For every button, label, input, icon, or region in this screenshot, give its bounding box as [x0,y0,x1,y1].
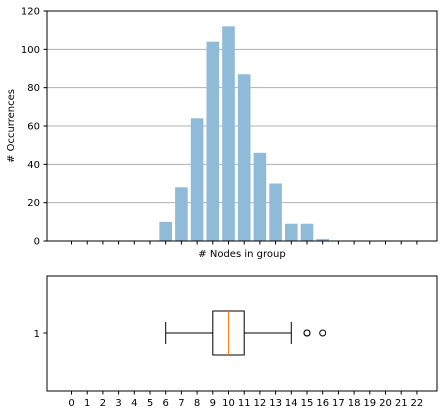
box-shapes [165,310,327,356]
box-x-tick-label: 4 [131,398,137,409]
bar-y-tick-label: 60 [27,122,40,133]
box-x-tick-label: 1 [84,398,90,409]
bar [285,223,298,241]
bar-y-tick-label: 100 [21,45,40,56]
box-x-ticks: 0 1 2 3 4 5 6 7 8 9 10 11 12 13 14 15 16 17 18 19 20 21 22 [68,391,423,409]
bar [300,223,314,241]
box-x-tick-label: 8 [194,398,200,409]
box-x-tick-label: 22 [411,398,424,409]
box-x-tick-label: 12 [254,398,267,409]
box-x-tick-label: 18 [348,398,361,409]
box-plot: 0 1 2 3 4 5 6 7 8 9 10 11 12 13 14 15 16 17 18 19 20 21 22 1 [34,275,438,409]
bar [237,74,251,241]
box-x-tick-label: 5 [147,398,153,409]
box-outlier [303,329,311,337]
box-x-tick-label: 16 [316,398,329,409]
box-x-tick-label: 14 [285,398,298,409]
bar-y-ticks: 0 20 40 60 80 100 120 [21,7,47,248]
box-x-tick-label: 9 [210,398,216,409]
bar-x-ticks [71,241,418,245]
bars [159,26,329,242]
bar [253,152,267,241]
box-x-tick-label: 15 [301,398,314,409]
bar [222,26,235,242]
bar [206,41,220,241]
bar [269,183,282,241]
bar-y-axis-label: # Occurrences [6,89,17,163]
bar-y-tick-label: 120 [21,7,40,18]
box-x-tick-label: 0 [68,398,74,409]
box-x-tick-label: 6 [163,398,169,409]
bar [159,221,172,241]
bar-y-tick-label: 0 [34,237,40,248]
box-x-tick-label: 3 [115,398,121,409]
bar-x-axis-label: # Nodes in group [198,249,285,260]
bar [175,187,188,241]
box-plot-frame [46,275,438,392]
bar-y-tick-label: 40 [27,160,40,171]
bar [316,239,329,241]
box-y-tick-label: 1 [34,329,40,340]
box-x-tick-label: 19 [363,398,376,409]
box-x-tick-label: 21 [395,398,408,409]
box-x-tick-label: 2 [100,398,106,409]
box-x-tick-label: 7 [178,398,184,409]
bar-y-tick-label: 20 [27,198,40,209]
bar-y-tick-label: 80 [27,83,40,94]
box-x-tick-label: 20 [379,398,392,409]
box-x-tick-label: 11 [238,398,251,409]
box-x-tick-label: 13 [269,398,282,409]
bar-chart: 0 20 40 60 80 100 120 # Nodes in group # Occur… [6,7,438,260]
bar [190,118,204,241]
box-outlier [319,329,327,337]
box-x-tick-label: 10 [222,398,235,409]
box-x-tick-label: 17 [332,398,345,409]
